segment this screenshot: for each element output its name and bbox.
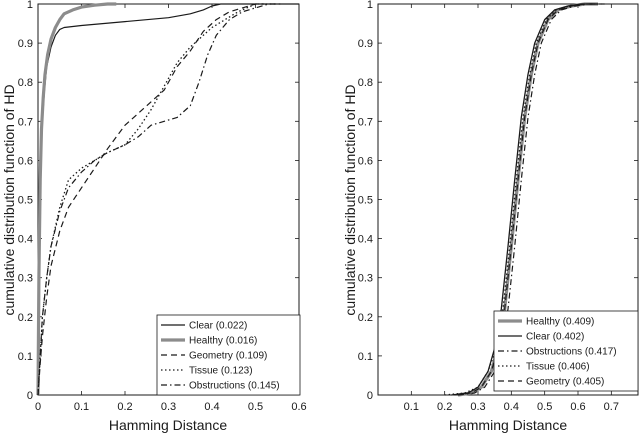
x-ticks-left: 0 0.1 0.2 0.3 0.4 0.5 0.6: [35, 4, 307, 413]
y-tick-label: 0.4: [358, 234, 373, 246]
y-axis-label-right: cumulative distribution function of HD: [342, 84, 358, 315]
series-lines-right: [444, 2, 605, 397]
legend-left: Clear (0.022) Healthy (0.016) Geometry (0.…: [156, 314, 301, 396]
y-tick-label: 0.6: [18, 155, 33, 167]
x-tick-label: 0.6: [570, 401, 585, 413]
y-tick-label: 0.2: [358, 312, 373, 324]
series-lines-left: [36, 2, 299, 396]
x-tick-label: 0.2: [117, 401, 132, 413]
legend-series-name: Obstructions: [526, 347, 585, 358]
x-tick-label: 0.1: [74, 401, 89, 413]
y-tick-label: 0.8: [358, 77, 373, 89]
chart-right: 00.10.20.30.40.50.60.70.80.91 0.1 0.2 0.3 0…: [342, 0, 639, 433]
legend-series-name: Clear: [189, 321, 216, 332]
x-tick-label: 0.6: [291, 401, 306, 413]
x-axis-label-right: Hamming Distance: [449, 417, 567, 433]
x-tick-label: 0.2: [437, 401, 452, 413]
x-tick-label: 0.1: [404, 401, 419, 413]
series-line-geometry: [454, 3, 602, 396]
series-line-clear: [451, 3, 598, 396]
y-axis-label-left: cumulative distribution function of HD: [1, 84, 17, 315]
legend-series-value: (0.145): [248, 381, 280, 392]
series-line-healthy: [36, 2, 117, 396]
legend-label-tissue: Tissue (0.123): [189, 366, 253, 377]
legend-label-geometry: Geometry (0.405): [526, 377, 604, 388]
series-line-obstructions: [37, 3, 282, 396]
y-tick-label: 0.1: [18, 351, 33, 363]
y-tick-label: 0.1: [358, 351, 373, 363]
x-tick-label: 0.7: [604, 401, 619, 413]
legend-label-obstructions: Obstructions (0.145): [189, 381, 280, 392]
y-tick-label: 0.4: [18, 234, 33, 246]
legend-series-value: (0.022): [216, 321, 248, 332]
y-tick-label: 0: [367, 390, 373, 402]
y-tick-label: 0.6: [358, 155, 373, 167]
legend-label-obstructions: Obstructions (0.417): [526, 347, 617, 358]
x-tick-label: 0.5: [537, 401, 552, 413]
legend-series-value: (0.402): [553, 332, 585, 343]
legend-series-name: Obstructions: [189, 381, 248, 392]
legend-series-name: Tissue: [526, 362, 558, 373]
legend-entries-left: Clear (0.022) Healthy (0.016) Geometry (0.…: [161, 321, 280, 392]
legend-series-name: Tissue: [189, 366, 221, 377]
y-tick-label: 1: [27, 0, 33, 11]
legend-label-clear: Clear (0.402): [526, 332, 584, 343]
legend-series-name: Geometry: [526, 377, 573, 388]
y-tick-label: 0.5: [358, 195, 373, 207]
legend-label-clear: Clear (0.022): [189, 321, 247, 332]
x-tick-label: 0.5: [248, 401, 263, 413]
x-tick-label: 0.4: [204, 401, 219, 413]
series-line-geometry: [37, 3, 265, 396]
y-tick-label: 0.2: [18, 312, 33, 324]
x-axis-label-left: Hamming Distance: [109, 417, 227, 433]
x-tick-label: 0.3: [161, 401, 176, 413]
legend-series-name: Healthy: [189, 336, 226, 347]
legend-series-value: (0.109): [236, 351, 268, 362]
legend-series-value: (0.409): [563, 317, 595, 328]
y-ticks-left: 0 0.1 0.2 0.3 0.4 0.5 0.6 0.7 0.8 0.9 1: [18, 0, 299, 402]
x-tick-label: 0.4: [504, 401, 519, 413]
x-ticks-right: 0.1 0.2 0.3 0.4 0.5 0.6 0.7: [404, 4, 619, 413]
y-tick-label: 0.7: [18, 116, 33, 128]
y-tick-label: 0: [27, 390, 33, 402]
y-tick-label: 1: [367, 0, 373, 11]
legend-series-value: (0.405): [573, 377, 605, 388]
y-tick-label: 0.3: [358, 273, 373, 285]
legend-series-name: Clear: [526, 332, 553, 343]
x-tick-label: 0: [35, 401, 41, 413]
legend-series-value: (0.016): [226, 336, 258, 347]
chart-left: 0 0.1 0.2 0.3 0.4 0.5 0.6 0.7 0.8 0.9 1 0 0.1 0.2 0.3…: [1, 0, 307, 433]
legend-series-value: (0.406): [558, 362, 590, 373]
y-tick-label: 0.9: [18, 38, 33, 50]
x-tick-label: 0.3: [470, 401, 485, 413]
y-tick-label: 0.9: [358, 38, 373, 50]
legend-series-value: (0.417): [585, 347, 617, 358]
legend-label-healthy: Healthy (0.409): [526, 317, 594, 328]
y-tick-label: 0.8: [18, 77, 33, 89]
y-ticks-right: 0 0.1 0.2 0.3 0.4 0.5 0.6 0.7 0.8 0.9 1: [358, 0, 638, 402]
y-tick-label: 0.5: [18, 195, 33, 207]
legend-label-geometry: Geometry (0.109): [189, 351, 267, 362]
legend-series-value: (0.123): [221, 366, 253, 377]
series-line-tissue: [37, 3, 278, 396]
legend-right: Healthy (0.409) Clear (0.402) Obstructions…: [493, 310, 639, 392]
legend-series-name: Healthy: [526, 317, 563, 328]
legend-box-left: [156, 314, 301, 396]
legend-box-right: [493, 310, 639, 392]
y-tick-label: 0.3: [18, 273, 33, 285]
series-line-obstructions: [457, 3, 605, 396]
legend-label-tissue: Tissue (0.406): [526, 362, 590, 373]
legend-entries-right: Healthy (0.409) Clear (0.402) Obstructions…: [498, 317, 617, 388]
legend-label-healthy: Healthy (0.016): [189, 336, 257, 347]
y-tick-label: 0.7: [358, 116, 373, 128]
legend-series-name: Geometry: [189, 351, 236, 362]
